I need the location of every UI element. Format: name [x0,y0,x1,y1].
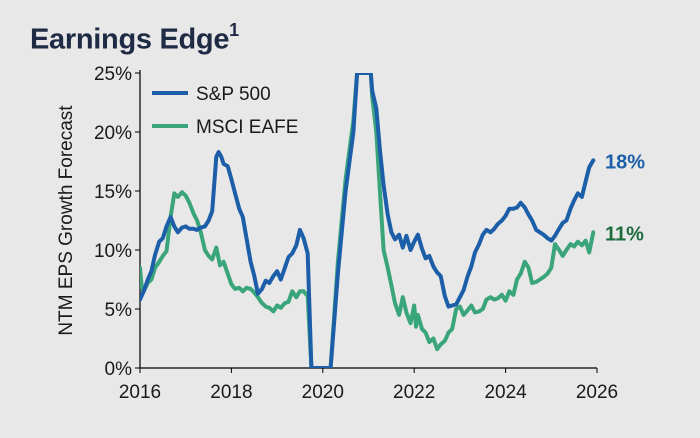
chart-title-footnote: 1 [229,20,239,40]
series-line-msci-eafe [140,73,596,368]
x-tick-label: 2016 [119,382,161,403]
chart-title: Earnings Edge1 [30,20,239,57]
x-tick-label: 2024 [484,382,527,403]
end-label-msci-eafe: 11% [605,223,644,245]
x-tick-label: 2018 [210,382,252,403]
x-tick-label: 2022 [393,382,435,403]
y-tick-label: 20% [94,123,132,144]
legend-label: S&P 500 [196,84,271,105]
y-tick-label: 10% [94,241,132,262]
y-tick-label: 0% [105,359,133,380]
y-axis-label: NTM EPS Growth Forecast [56,105,77,336]
x-tick-label: 2020 [302,382,344,403]
y-tick-label: 5% [105,300,133,321]
series-line-sp500 [140,73,596,368]
y-tick-label: 25% [94,64,132,85]
chart-title-text: Earnings Edge [30,23,230,56]
legend-label: MSCI EAFE [196,117,298,138]
x-tick-label: 2026 [576,382,618,403]
end-label-sp500: 18% [605,151,645,173]
y-tick-label: 15% [94,182,132,203]
